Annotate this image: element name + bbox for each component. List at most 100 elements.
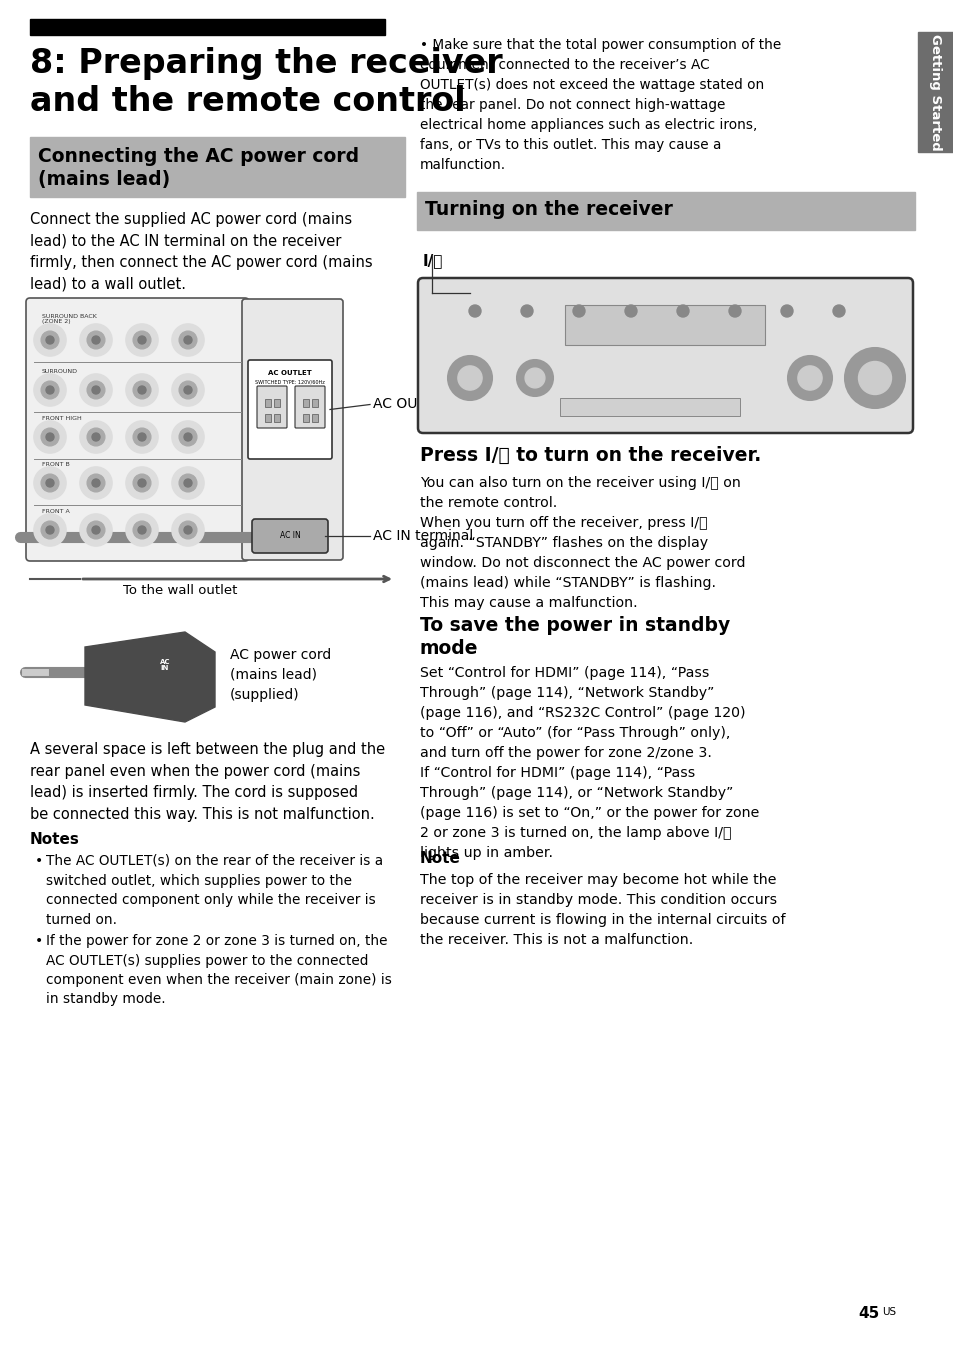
Circle shape bbox=[132, 381, 151, 399]
Circle shape bbox=[41, 331, 59, 349]
Bar bbox=[274, 414, 280, 422]
Circle shape bbox=[46, 526, 54, 534]
Circle shape bbox=[184, 526, 192, 534]
Circle shape bbox=[179, 331, 196, 349]
Circle shape bbox=[132, 429, 151, 446]
Text: Note: Note bbox=[419, 850, 460, 867]
Circle shape bbox=[126, 420, 158, 453]
FancyBboxPatch shape bbox=[252, 519, 328, 553]
Bar bbox=[917, 32, 953, 151]
Circle shape bbox=[80, 375, 112, 406]
Bar bbox=[303, 399, 309, 407]
Circle shape bbox=[728, 306, 740, 316]
FancyBboxPatch shape bbox=[26, 297, 249, 561]
Text: Connect the supplied AC power cord (mains
lead) to the AC IN terminal on the rec: Connect the supplied AC power cord (main… bbox=[30, 212, 373, 292]
Circle shape bbox=[46, 387, 54, 393]
Bar bbox=[30, 137, 405, 197]
Text: SWITCHED TYPE: 120V/60Hz: SWITCHED TYPE: 120V/60Hz bbox=[254, 380, 325, 385]
Text: If the power for zone 2 or zone 3 is turned on, the
AC OUTLET(s) supplies power : If the power for zone 2 or zone 3 is tur… bbox=[46, 934, 392, 1006]
Circle shape bbox=[524, 368, 544, 388]
Circle shape bbox=[677, 306, 688, 316]
Bar bbox=[312, 399, 317, 407]
Circle shape bbox=[80, 466, 112, 499]
Circle shape bbox=[844, 347, 904, 408]
Text: To save the power in standby
mode: To save the power in standby mode bbox=[419, 617, 729, 658]
Circle shape bbox=[34, 375, 66, 406]
Text: The top of the receiver may become hot while the
receiver is in standby mode. Th: The top of the receiver may become hot w… bbox=[419, 873, 784, 948]
Text: You can also turn on the receiver using I/⏻ on
the remote control.
When you turn: You can also turn on the receiver using … bbox=[419, 476, 744, 610]
FancyBboxPatch shape bbox=[417, 279, 912, 433]
Text: AC OUTLET: AC OUTLET bbox=[373, 397, 451, 411]
Circle shape bbox=[172, 514, 204, 546]
Text: •: • bbox=[35, 854, 43, 868]
Circle shape bbox=[787, 356, 831, 400]
Text: Turning on the receiver: Turning on the receiver bbox=[424, 200, 672, 219]
Circle shape bbox=[184, 337, 192, 343]
Circle shape bbox=[172, 375, 204, 406]
Text: Set “Control for HDMI” (page 114), “Pass
Through” (page 114), “Network Standby”
: Set “Control for HDMI” (page 114), “Pass… bbox=[419, 667, 759, 860]
Text: AC IN terminal: AC IN terminal bbox=[373, 529, 473, 544]
FancyBboxPatch shape bbox=[242, 299, 343, 560]
Circle shape bbox=[138, 387, 146, 393]
Circle shape bbox=[126, 466, 158, 499]
Circle shape bbox=[34, 420, 66, 453]
Text: (mains lead): (mains lead) bbox=[38, 170, 170, 189]
Text: Getting Started: Getting Started bbox=[928, 34, 942, 150]
Circle shape bbox=[41, 475, 59, 492]
Circle shape bbox=[87, 331, 105, 349]
Circle shape bbox=[46, 479, 54, 487]
Text: FRONT A: FRONT A bbox=[42, 508, 70, 514]
Circle shape bbox=[132, 521, 151, 539]
Text: AC IN: AC IN bbox=[279, 531, 300, 541]
Circle shape bbox=[87, 521, 105, 539]
Circle shape bbox=[138, 479, 146, 487]
Circle shape bbox=[179, 521, 196, 539]
Circle shape bbox=[34, 324, 66, 356]
Circle shape bbox=[184, 433, 192, 441]
Circle shape bbox=[87, 381, 105, 399]
Circle shape bbox=[46, 433, 54, 441]
Bar bbox=[559, 397, 740, 416]
Text: AC power cord
(mains lead)
(supplied): AC power cord (mains lead) (supplied) bbox=[230, 649, 331, 702]
Text: FRONT B: FRONT B bbox=[42, 462, 70, 466]
Circle shape bbox=[91, 387, 100, 393]
Text: US: US bbox=[882, 1307, 895, 1317]
Circle shape bbox=[184, 387, 192, 393]
Circle shape bbox=[179, 381, 196, 399]
Circle shape bbox=[172, 324, 204, 356]
Circle shape bbox=[832, 306, 844, 316]
Bar bbox=[30, 19, 385, 35]
Polygon shape bbox=[85, 631, 214, 722]
Circle shape bbox=[80, 420, 112, 453]
Circle shape bbox=[41, 429, 59, 446]
Text: 8: Preparing the receiver: 8: Preparing the receiver bbox=[30, 47, 502, 80]
Circle shape bbox=[87, 475, 105, 492]
Text: 45: 45 bbox=[858, 1306, 879, 1321]
Text: • Make sure that the total power consumption of the
equipment connected to the r: • Make sure that the total power consump… bbox=[419, 38, 781, 172]
Circle shape bbox=[469, 306, 480, 316]
FancyBboxPatch shape bbox=[248, 360, 332, 458]
Circle shape bbox=[126, 375, 158, 406]
Circle shape bbox=[573, 306, 584, 316]
Circle shape bbox=[138, 337, 146, 343]
Circle shape bbox=[172, 466, 204, 499]
Text: •: • bbox=[35, 934, 43, 948]
Text: Connecting the AC power cord: Connecting the AC power cord bbox=[38, 147, 358, 166]
Circle shape bbox=[87, 429, 105, 446]
FancyBboxPatch shape bbox=[294, 387, 325, 429]
Circle shape bbox=[41, 521, 59, 539]
Circle shape bbox=[34, 466, 66, 499]
Text: The AC OUTLET(s) on the rear of the receiver is a
switched outlet, which supplie: The AC OUTLET(s) on the rear of the rece… bbox=[46, 854, 383, 926]
Bar bbox=[265, 414, 271, 422]
Circle shape bbox=[172, 420, 204, 453]
FancyBboxPatch shape bbox=[256, 387, 287, 429]
Circle shape bbox=[126, 514, 158, 546]
Text: Notes: Notes bbox=[30, 831, 80, 846]
Circle shape bbox=[184, 479, 192, 487]
Circle shape bbox=[41, 381, 59, 399]
Circle shape bbox=[126, 324, 158, 356]
Circle shape bbox=[132, 475, 151, 492]
Circle shape bbox=[797, 366, 821, 391]
Bar bbox=[312, 414, 317, 422]
Circle shape bbox=[46, 337, 54, 343]
